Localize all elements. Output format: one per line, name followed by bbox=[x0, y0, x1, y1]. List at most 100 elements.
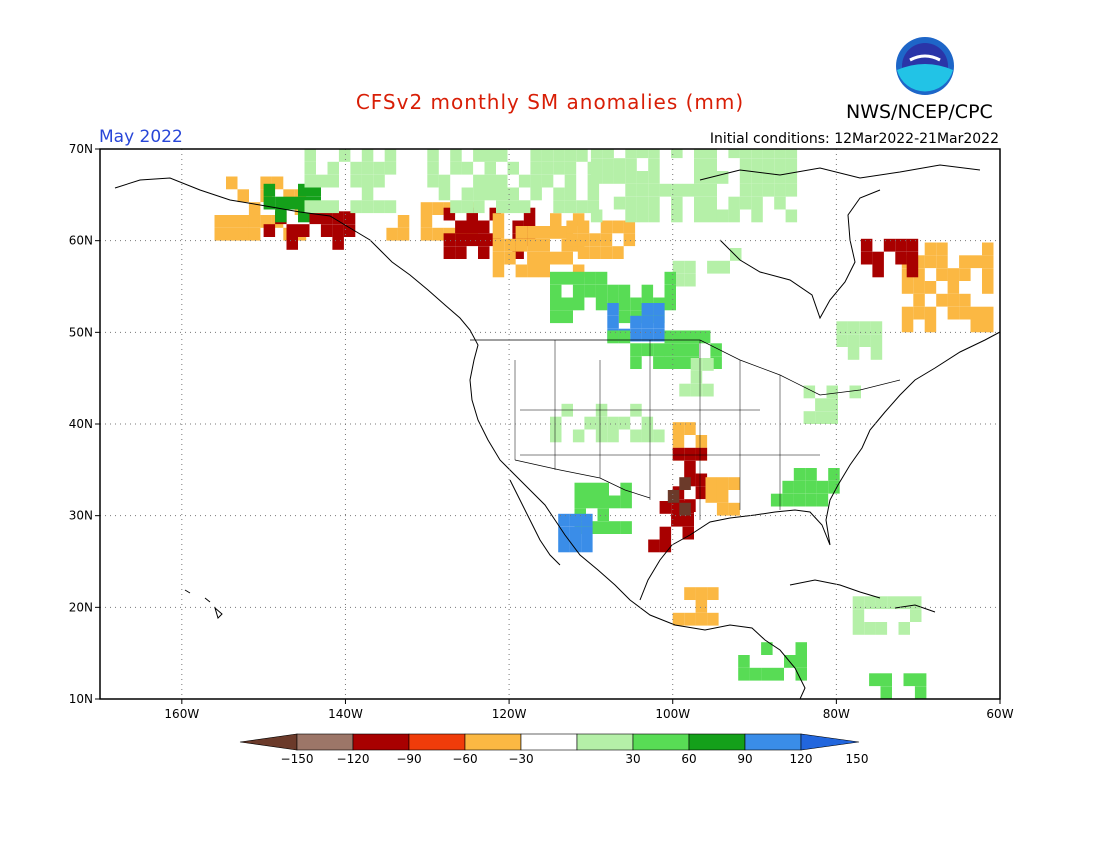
anomaly-cell bbox=[690, 383, 703, 397]
hawaii-island-2 bbox=[204, 597, 211, 603]
anomaly-cell bbox=[805, 468, 817, 481]
anomaly-cell bbox=[705, 209, 717, 223]
anomaly-cell bbox=[625, 149, 637, 159]
anomaly-cell bbox=[530, 161, 542, 175]
anomaly-cell bbox=[671, 209, 683, 223]
anomaly-cell bbox=[895, 238, 907, 252]
anomaly-cell bbox=[558, 513, 570, 527]
anomaly-cell bbox=[492, 213, 505, 226]
anomaly-cell bbox=[664, 297, 676, 311]
anomaly-cell bbox=[473, 149, 485, 162]
anomaly-cell bbox=[602, 158, 614, 171]
anomaly-cell bbox=[815, 411, 827, 424]
hispaniola-coastline bbox=[894, 604, 936, 613]
anomaly-cell bbox=[581, 526, 593, 540]
anomaly-cell bbox=[538, 226, 550, 239]
anomaly-cell bbox=[687, 330, 699, 344]
anomaly-cell bbox=[320, 224, 333, 237]
anomaly-cell bbox=[826, 398, 838, 412]
anomaly-cell bbox=[770, 493, 783, 507]
anomaly-cell bbox=[623, 220, 636, 234]
anomaly-cell bbox=[901, 319, 914, 333]
anomaly-cell bbox=[427, 161, 439, 175]
anomaly-cell bbox=[484, 174, 496, 188]
anomaly-cell bbox=[875, 596, 888, 610]
anomaly-cell bbox=[595, 271, 608, 285]
anomaly-cell bbox=[672, 612, 685, 626]
hawaii-island-3 bbox=[214, 606, 223, 619]
anomaly-cell bbox=[728, 477, 740, 490]
anomaly-cell bbox=[883, 238, 896, 252]
anomaly-cell bbox=[473, 187, 485, 201]
anomaly-cell bbox=[584, 271, 596, 285]
anomaly-cell bbox=[248, 202, 261, 215]
anomaly-cell bbox=[684, 587, 696, 600]
anomaly-cell bbox=[595, 284, 608, 298]
anomaly-cell bbox=[676, 343, 688, 357]
anomaly-cell bbox=[924, 255, 937, 269]
lon-tick-label: 100W bbox=[655, 707, 690, 721]
anomaly-cell bbox=[607, 315, 619, 329]
hawaii-island-1 bbox=[184, 589, 191, 594]
anomaly-cell bbox=[702, 383, 714, 397]
anomaly-cell bbox=[947, 268, 960, 281]
anomaly-cell bbox=[530, 174, 542, 188]
anomaly-cell bbox=[728, 502, 740, 516]
anomaly-cell bbox=[782, 493, 794, 507]
anomaly-cell bbox=[576, 149, 588, 162]
anomaly-cell bbox=[298, 209, 310, 223]
anomaly-cell bbox=[607, 416, 619, 430]
anomaly-cell bbox=[455, 246, 467, 259]
anomaly-cell bbox=[671, 501, 683, 514]
anomaly-cell bbox=[641, 315, 654, 329]
anomaly-cell bbox=[550, 213, 562, 226]
anomaly-cell bbox=[751, 158, 763, 171]
anomaly-cell bbox=[648, 171, 660, 184]
anomaly-cell bbox=[648, 209, 660, 223]
anomaly-cell bbox=[386, 227, 398, 241]
anomaly-cell bbox=[671, 149, 683, 159]
anomaly-cell bbox=[648, 158, 660, 171]
anomaly-cell bbox=[679, 502, 691, 516]
anomaly-cell bbox=[597, 482, 609, 496]
anomaly-cell bbox=[263, 224, 276, 237]
anomaly-cell bbox=[600, 220, 613, 234]
anomaly-cell bbox=[914, 686, 927, 699]
anomaly-cell bbox=[793, 468, 806, 481]
anomaly-cell bbox=[263, 183, 276, 197]
anomaly-cell bbox=[553, 161, 565, 175]
anomaly-cell bbox=[298, 224, 310, 237]
anomaly-cell bbox=[530, 149, 542, 162]
anomaly-cell bbox=[541, 149, 554, 162]
anomaly-cell bbox=[600, 233, 613, 247]
anomaly-cell bbox=[828, 468, 840, 481]
anomaly-cell bbox=[710, 343, 722, 357]
anomaly-cell bbox=[860, 238, 873, 252]
anomaly-cell bbox=[906, 264, 919, 278]
anomaly-cell bbox=[309, 183, 321, 197]
anomaly-cell bbox=[492, 226, 505, 239]
anomaly-cell bbox=[852, 622, 865, 635]
anomaly-cell bbox=[564, 174, 577, 188]
anomaly-cell bbox=[636, 196, 649, 210]
anomaly-cell bbox=[350, 174, 362, 188]
anomaly-cell bbox=[450, 149, 462, 162]
anomaly-cell bbox=[625, 183, 637, 197]
anomaly-cell bbox=[682, 513, 694, 527]
legend-label: −30 bbox=[508, 752, 533, 766]
anomaly-cell bbox=[913, 293, 925, 307]
anomaly-cell bbox=[671, 513, 683, 527]
anomaly-cell bbox=[705, 158, 717, 171]
anomaly-cell bbox=[785, 158, 798, 171]
legend-swatch bbox=[744, 733, 802, 751]
anomaly-cell bbox=[373, 161, 385, 175]
anomaly-cell bbox=[664, 284, 676, 298]
anomaly-cell bbox=[564, 200, 577, 214]
anomaly-cell bbox=[895, 251, 907, 265]
anomaly-cell bbox=[716, 477, 729, 490]
anomaly-cell bbox=[420, 215, 433, 228]
anomaly-cell bbox=[577, 233, 590, 247]
anomaly-cell bbox=[283, 189, 295, 203]
anomaly-cell bbox=[910, 609, 922, 622]
anomaly-cell bbox=[936, 242, 948, 256]
